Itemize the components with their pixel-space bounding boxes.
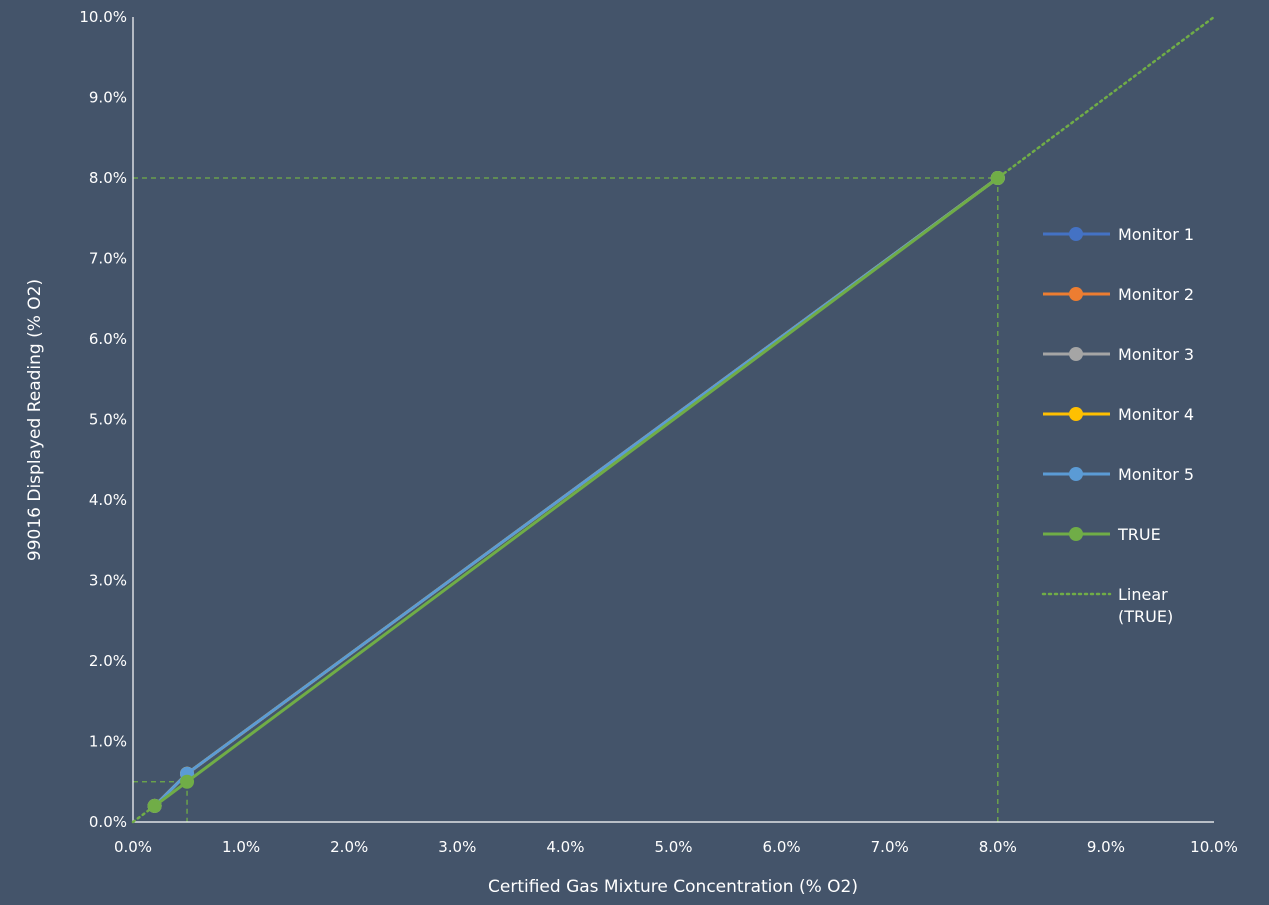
series-layer — [147, 171, 1005, 813]
legend-label-5: TRUE — [1117, 525, 1161, 544]
x-tick-label: 3.0% — [438, 838, 476, 856]
y-tick-label: 2.0% — [89, 652, 127, 670]
x-tick-label: 7.0% — [871, 838, 909, 856]
legend-marker-3 — [1069, 407, 1083, 421]
legend-label-1: Monitor 2 — [1118, 285, 1194, 304]
y-tick-label: 7.0% — [89, 250, 127, 268]
x-tick-label: 0.0% — [114, 838, 152, 856]
x-tick-label: 2.0% — [330, 838, 368, 856]
series-point-5-1 — [180, 774, 195, 789]
y-tick-label: 8.0% — [89, 169, 127, 187]
series-point-5-0 — [147, 798, 162, 813]
x-tick-label: 1.0% — [222, 838, 260, 856]
x-tick-label: 8.0% — [979, 838, 1017, 856]
legend-label-0: Monitor 1 — [1118, 225, 1194, 244]
series-line-5 — [153, 176, 999, 808]
legend-label-3: Monitor 4 — [1118, 405, 1194, 424]
legend-marker-5 — [1069, 527, 1083, 541]
y-tick-label: 6.0% — [89, 330, 127, 348]
y-tick-label: 1.0% — [89, 733, 127, 751]
legend-marker-0 — [1069, 227, 1083, 241]
x-tick-label: 6.0% — [763, 838, 801, 856]
x-tick-label: 9.0% — [1087, 838, 1125, 856]
y-tick-label: 0.0% — [89, 813, 127, 831]
x-tick-label: 4.0% — [546, 838, 584, 856]
y-tick-label: 4.0% — [89, 491, 127, 509]
legend: Monitor 1 Monitor 2 Monitor 3 Monitor 4 Moni… — [1041, 225, 1194, 626]
legend-label-4: Monitor 5 — [1118, 465, 1194, 484]
legend-marker-2 — [1069, 347, 1083, 361]
x-tick-label: 5.0% — [654, 838, 692, 856]
legend-marker-4 — [1069, 467, 1083, 481]
y-tick-label: 5.0% — [89, 411, 127, 429]
y-tick-label: 3.0% — [89, 572, 127, 590]
legend-marker-1 — [1069, 287, 1083, 301]
y-tick-label: 10.0% — [79, 8, 127, 26]
x-tick-label: 10.0% — [1190, 838, 1238, 856]
tick-labels: 0.0% 1.0% 2.0% 3.0% 4.0% 5.0% 6.0% 7.0% 8.0% 9.0%… — [79, 8, 1237, 856]
legend-label-2: Monitor 3 — [1118, 345, 1194, 364]
axes — [132, 17, 1214, 823]
x-axis-title: Certified Gas Mixture Concentration (% O… — [488, 877, 858, 897]
y-axis-title: 99016 Displayed Reading (% O2) — [25, 279, 45, 561]
legend-label-trendline: Linear (TRUE) — [1118, 585, 1173, 626]
series-point-5-2 — [990, 171, 1005, 185]
y-tick-label: 9.0% — [89, 89, 127, 107]
